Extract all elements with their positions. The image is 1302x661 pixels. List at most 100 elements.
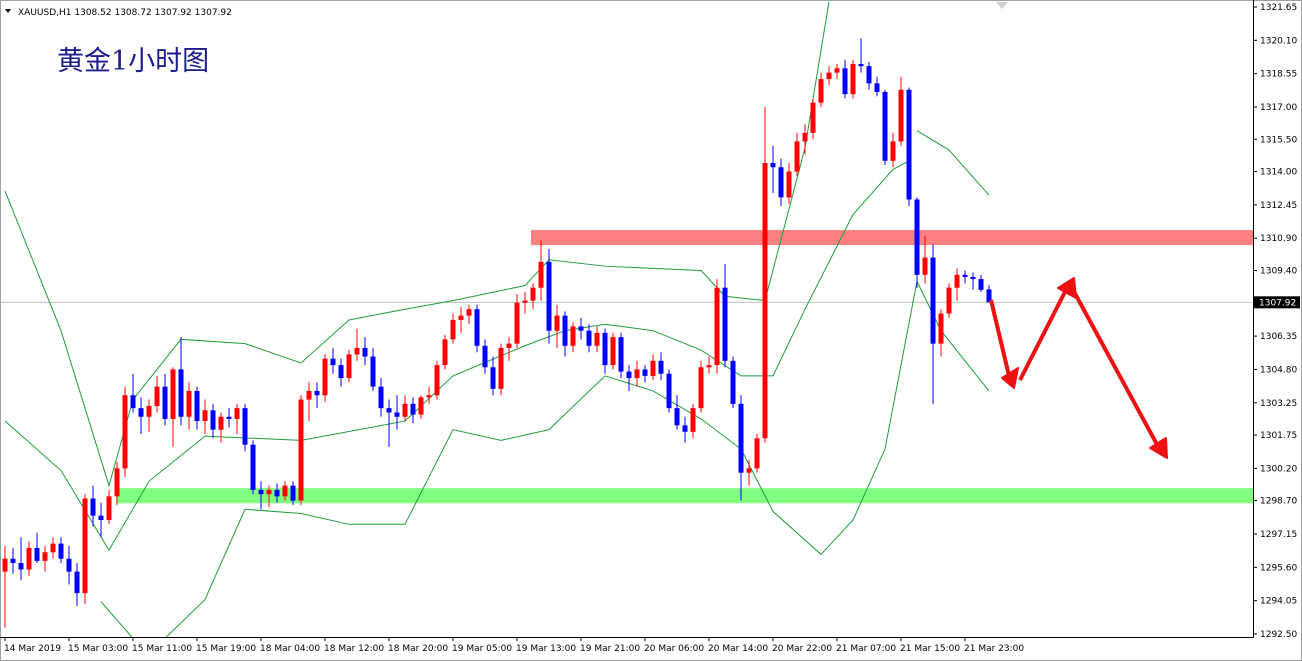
zone: [116, 488, 1253, 504]
candle-body: [834, 68, 840, 73]
y-tick-label: 1318.55: [1260, 70, 1297, 80]
candle-body: [282, 485, 288, 497]
y-tick-label: 1304.80: [1260, 365, 1297, 375]
ohlc-close: 1307.92: [195, 8, 232, 18]
candle-body: [642, 369, 648, 376]
y-tick-label: 1298.70: [1260, 497, 1297, 507]
candle-body: [818, 79, 824, 103]
y-tick-label: 1297.15: [1260, 530, 1297, 540]
candle-body: [130, 395, 136, 409]
candles: [2, 38, 992, 628]
x-tick-label: 20 Mar 22:00: [772, 644, 832, 654]
candle-body: [874, 83, 880, 92]
candle-body: [594, 332, 600, 346]
shift-marker: [996, 2, 1008, 9]
y-tick-label: 1294.05: [1260, 597, 1297, 607]
candle-body: [610, 337, 616, 366]
symbol: XAUUSD,H1: [18, 8, 72, 18]
candle-body: [266, 489, 272, 495]
candle-body: [378, 386, 384, 409]
x-tick-label: 18 Mar 12:00: [324, 644, 384, 654]
candle-body: [714, 287, 720, 366]
candle-body: [162, 386, 168, 419]
candle-body: [74, 571, 80, 594]
candle-body: [810, 102, 816, 133]
candle-body: [314, 390, 320, 396]
candle-body: [954, 274, 960, 288]
candle-body: [90, 498, 96, 516]
candle-body: [546, 261, 552, 331]
candle-body: [770, 162, 776, 168]
menu-triangle: [5, 9, 11, 13]
candle-body: [554, 315, 560, 331]
x-tick-label: 21 Mar 15:00: [900, 644, 960, 654]
candle-body: [970, 276, 976, 280]
forecast-arrows: [989, 277, 1168, 459]
x-tick-label: 21 Mar 07:00: [836, 644, 896, 654]
candle-body: [186, 390, 192, 417]
current-price-box: [1254, 296, 1300, 309]
candle-body: [338, 365, 344, 379]
candle-body: [58, 543, 64, 559]
candle-body: [242, 408, 248, 445]
candle-body: [978, 279, 984, 290]
candle-body: [322, 358, 328, 396]
candle-body: [786, 171, 792, 198]
candle-body: [2, 558, 8, 572]
candle-body: [578, 326, 584, 331]
x-tick-label: 15 Mar 19:00: [196, 644, 256, 654]
arrow-head: [1057, 277, 1077, 299]
candle-body: [506, 343, 512, 348]
candle-body: [602, 332, 608, 366]
zone: [531, 230, 1253, 246]
candle-body: [666, 373, 672, 409]
y-tick-label: 1306.35: [1260, 332, 1297, 342]
candle-body: [178, 369, 184, 417]
candle-body: [682, 425, 688, 432]
candle-body: [18, 563, 24, 570]
candle-body: [898, 89, 904, 142]
zones: [1, 230, 1253, 504]
x-tick-label: 19 Mar 05:00: [452, 644, 512, 654]
candle-body: [474, 309, 480, 346]
candle-body: [290, 485, 296, 501]
y-tick-label: 1301.75: [1260, 431, 1297, 441]
candle-body: [842, 68, 848, 95]
candle-body: [914, 199, 920, 275]
x-tick-label: 21 Mar 23:00: [964, 644, 1024, 654]
arrow-down-2: [1070, 287, 1162, 451]
candle-body: [258, 489, 264, 495]
candle-body: [690, 408, 696, 432]
ohlc-high: 1308.72: [114, 8, 151, 18]
candle-body: [514, 302, 520, 344]
candle-body: [698, 367, 704, 409]
x-tick-label: 19 Mar 13:00: [516, 644, 576, 654]
x-tick-label: 15 Mar 03:00: [68, 644, 128, 654]
candle-body: [890, 141, 896, 161]
candle-body: [746, 468, 752, 473]
candle-body: [106, 496, 112, 520]
candle-body: [26, 547, 32, 570]
x-tick-label: 20 Mar 06:00: [644, 644, 704, 654]
candle-body: [858, 64, 864, 67]
candle-body: [762, 162, 768, 439]
arrow-head: [1149, 437, 1168, 459]
candle-body: [650, 360, 656, 376]
ohlc-low: 1307.92: [155, 8, 192, 18]
candle-body: [570, 326, 576, 346]
y-tick-label: 1310.90: [1260, 234, 1297, 244]
candle-body: [42, 552, 48, 561]
candle-body: [658, 360, 664, 374]
candle-body: [298, 399, 304, 501]
candle-body: [802, 132, 808, 142]
arrow-up: [1018, 285, 1070, 381]
current-price-label: 1307.92: [1259, 298, 1296, 308]
candle-body: [434, 365, 440, 396]
candle-body: [194, 390, 200, 422]
candle-body: [122, 395, 128, 469]
y-tick-label: 1309.40: [1260, 266, 1297, 276]
candle-body: [906, 89, 912, 200]
candle-body: [466, 309, 472, 316]
candle-body: [882, 91, 888, 161]
